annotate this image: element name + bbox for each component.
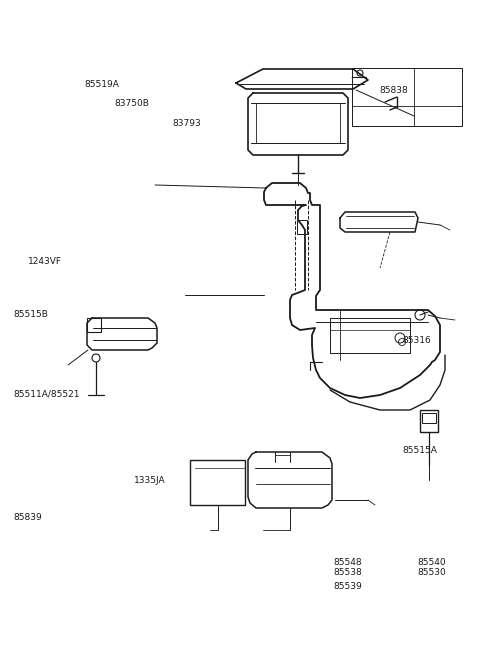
- Bar: [190, 460, 245, 505]
- Bar: [297, 220, 307, 234]
- Text: 85539: 85539: [334, 581, 362, 591]
- Text: 85538: 85538: [334, 568, 362, 578]
- Text: 85530: 85530: [418, 568, 446, 578]
- Bar: [352, 68, 462, 126]
- Bar: [422, 413, 436, 423]
- Text: 85515B: 85515B: [13, 309, 48, 319]
- Text: 85511A/85521: 85511A/85521: [13, 390, 80, 399]
- Text: 83750B: 83750B: [114, 99, 149, 108]
- Text: 85548: 85548: [334, 558, 362, 567]
- Text: 85519A: 85519A: [84, 79, 119, 89]
- Bar: [330, 318, 410, 353]
- Bar: [420, 410, 438, 432]
- Text: 85540: 85540: [418, 558, 446, 567]
- Text: 85839: 85839: [13, 513, 42, 522]
- Text: 83793: 83793: [173, 119, 202, 128]
- Text: 85316: 85316: [402, 336, 431, 345]
- Bar: [87, 318, 101, 332]
- Text: 85838: 85838: [379, 86, 408, 95]
- Text: 85515A: 85515A: [402, 445, 437, 455]
- Text: 1243VF: 1243VF: [28, 257, 62, 266]
- Text: 1335JA: 1335JA: [134, 476, 166, 485]
